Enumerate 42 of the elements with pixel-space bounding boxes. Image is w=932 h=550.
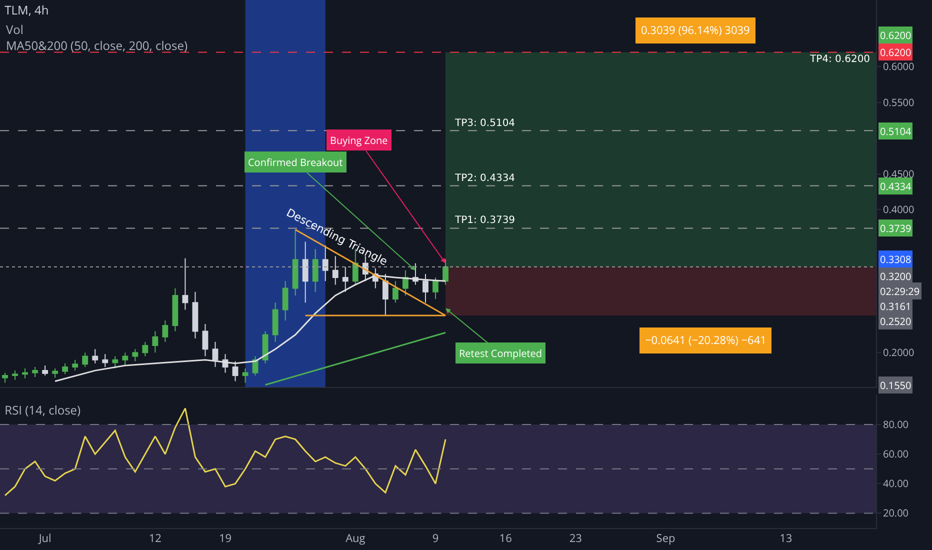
y-tick-label: 0.4000 bbox=[883, 202, 914, 216]
annotation: Confirmed Breakout bbox=[248, 155, 344, 169]
y-tick-label: 0.2000 bbox=[883, 345, 914, 360]
annotation: Retest Completed bbox=[459, 346, 542, 360]
annotation: MA50&200 (50, close, 200, close) bbox=[6, 37, 188, 54]
annotation: 0.5104 bbox=[880, 124, 912, 138]
annotation: 0.6200 bbox=[880, 45, 912, 59]
annotation: −0.0641 (−20.28%) −641 bbox=[645, 333, 766, 348]
x-tick-label: 9 bbox=[432, 531, 439, 546]
x-tick-label: Sep bbox=[656, 531, 676, 546]
ref-line-label: TP2: 0.4334 bbox=[454, 173, 516, 184]
text: RSI (14, close) bbox=[4, 401, 82, 418]
text: 02:29:29 bbox=[880, 284, 920, 298]
x-tick-label: 23 bbox=[569, 531, 582, 546]
text: 0.6200 bbox=[880, 28, 912, 42]
y-tick-label: 0.5500 bbox=[883, 94, 914, 109]
ref-line-label: TP3: 0.5104 bbox=[454, 118, 516, 129]
x-tick-label: Jul bbox=[38, 531, 52, 546]
annotation: 0.4334 bbox=[880, 179, 912, 193]
x-tick-label: 13 bbox=[780, 531, 792, 546]
x-tick-label: 12 bbox=[148, 531, 162, 546]
annotation: 0.3039 (96.14%) 3039 bbox=[641, 23, 750, 38]
annotation: Vol bbox=[6, 21, 24, 38]
y-tick-label: 60.00 bbox=[883, 446, 909, 461]
annotation: Buying Zone bbox=[330, 133, 388, 147]
x-tick-label: Aug bbox=[346, 531, 366, 546]
text: 0.2520 bbox=[880, 314, 912, 328]
y-tick-label: 20.00 bbox=[883, 506, 909, 520]
y-tick-label: 80.00 bbox=[883, 417, 909, 432]
y-tick-label: 0.4500 bbox=[883, 166, 914, 180]
text: 0.3161 bbox=[880, 299, 912, 313]
annotation: 0.3739 bbox=[880, 221, 912, 235]
text: 0.3200 bbox=[880, 269, 912, 283]
x-tick-label: 16 bbox=[499, 531, 512, 546]
x-tick-label: 19 bbox=[218, 531, 232, 546]
chart-title: TLM, 4h bbox=[4, 1, 49, 18]
annotation: 0.1550 bbox=[880, 378, 912, 392]
y-tick-label: 0.6000 bbox=[883, 59, 914, 74]
annotation: 0.3308 bbox=[880, 252, 912, 266]
ref-line-label: TP1: 0.3739 bbox=[454, 215, 516, 226]
ref-line-label: TP4: 0.6200 bbox=[809, 54, 870, 65]
y-tick-label: 40.00 bbox=[883, 476, 909, 490]
